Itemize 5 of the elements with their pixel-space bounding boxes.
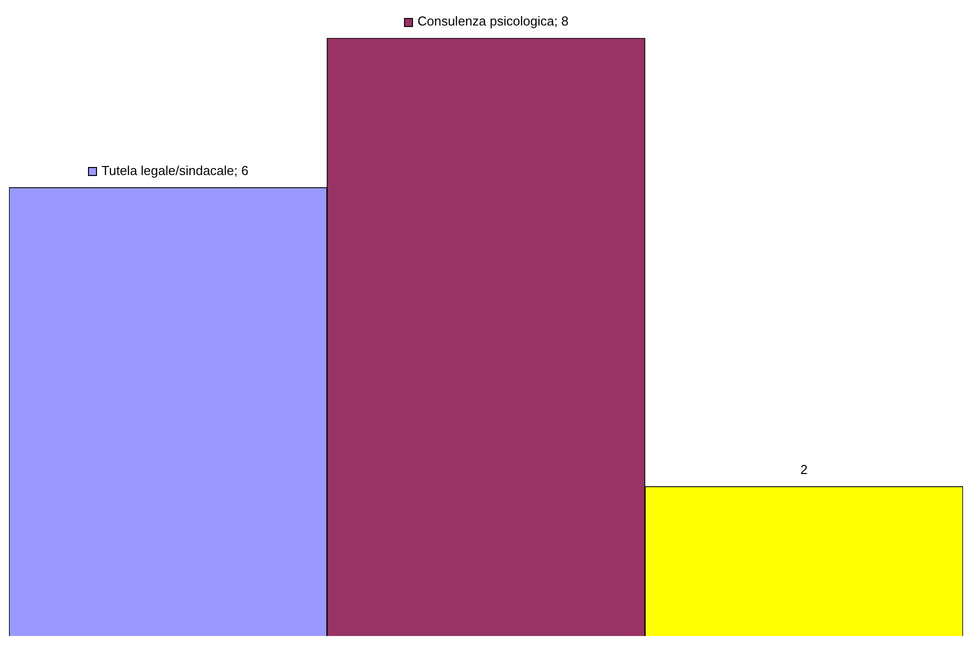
data-label: ; 8	[554, 14, 569, 29]
legend-label: Consulenza psicologica	[417, 14, 555, 29]
data-label: ; 6	[234, 163, 248, 178]
data-label: 2	[800, 462, 808, 478]
legend-label: Tutela legale/sindacale	[102, 163, 234, 178]
